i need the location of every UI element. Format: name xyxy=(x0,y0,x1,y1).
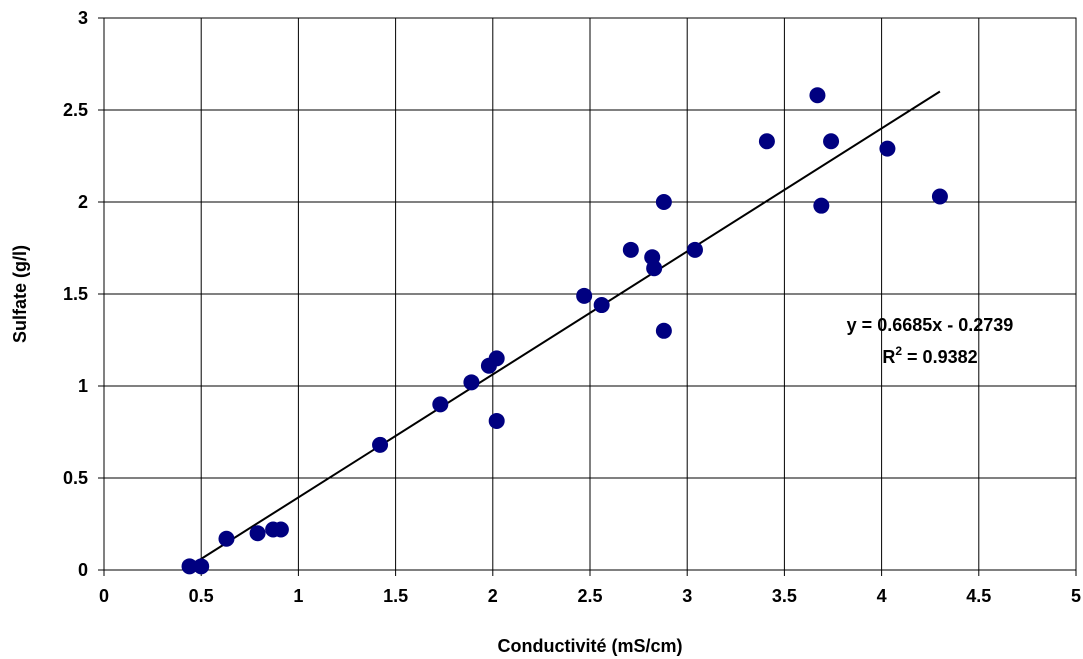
r-squared-letter: R xyxy=(882,347,895,367)
data-point xyxy=(218,530,235,547)
data-point xyxy=(931,188,948,205)
data-point xyxy=(463,374,480,391)
data-point xyxy=(593,297,610,314)
data-point xyxy=(272,521,289,538)
x-tick-label: 4.5 xyxy=(966,586,991,606)
data-point xyxy=(879,140,896,157)
y-tick-label: 3 xyxy=(78,8,88,28)
x-tick-label: 2.5 xyxy=(577,586,602,606)
data-point xyxy=(686,241,703,258)
x-tick-label: 2 xyxy=(488,586,498,606)
x-axis-title: Conductivité (mS/cm) xyxy=(497,636,682,656)
x-tick-label: 3.5 xyxy=(772,586,797,606)
y-tick-label: 0.5 xyxy=(63,468,88,488)
y-tick-label: 1.5 xyxy=(63,284,88,304)
r-squared-value: = 0.9382 xyxy=(902,347,978,367)
x-tick-label: 3 xyxy=(682,586,692,606)
data-point xyxy=(813,197,830,214)
data-point xyxy=(576,287,593,304)
data-points xyxy=(181,87,948,575)
x-axis-ticks: 0 0.5 1 1.5 2 2.5 3 3.5 4 4.5 5 xyxy=(99,570,1081,606)
data-point xyxy=(655,194,672,210)
data-point xyxy=(488,350,505,367)
trendline xyxy=(189,90,941,568)
data-point xyxy=(622,241,639,258)
data-point xyxy=(372,436,389,453)
x-tick-label: 0 xyxy=(99,586,109,606)
data-point xyxy=(181,558,198,575)
data-point xyxy=(488,412,505,429)
y-axis-title: Sulfate (g/l) xyxy=(10,245,30,343)
y-tick-label: 2.5 xyxy=(63,100,88,120)
data-point xyxy=(646,260,663,277)
data-point xyxy=(432,396,449,413)
x-tick-label: 5 xyxy=(1071,586,1081,606)
data-point xyxy=(823,133,840,150)
data-point xyxy=(809,87,826,104)
y-axis-ticks: 0 0.5 1 1.5 2 2.5 3 xyxy=(63,8,104,580)
data-point xyxy=(249,525,266,542)
data-point xyxy=(193,558,210,575)
x-tick-label: 1.5 xyxy=(383,586,408,606)
data-point xyxy=(655,322,672,339)
r-squared-superscript: 2 xyxy=(895,344,902,358)
x-tick-label: 4 xyxy=(877,586,887,606)
grid-lines xyxy=(104,18,1076,570)
r-squared-label: R2 = 0.9382 xyxy=(882,344,977,367)
x-tick-label: 0.5 xyxy=(189,586,214,606)
data-point xyxy=(758,133,775,150)
x-tick-label: 1 xyxy=(293,586,303,606)
y-tick-label: 0 xyxy=(78,560,88,580)
trendline-equation: y = 0.6685x - 0.2739 xyxy=(847,315,1014,335)
y-tick-label: 2 xyxy=(78,192,88,212)
y-tick-label: 1 xyxy=(78,376,88,396)
